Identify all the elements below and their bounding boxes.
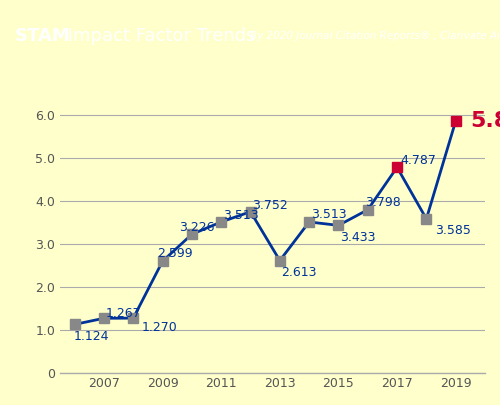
Text: 1.124: 1.124 xyxy=(73,330,108,343)
Text: 1.270: 1.270 xyxy=(142,321,178,334)
Text: 5.866: 5.866 xyxy=(470,111,500,131)
Text: 4.787: 4.787 xyxy=(400,154,436,167)
Text: 3.798: 3.798 xyxy=(365,196,400,209)
Text: 2.599: 2.599 xyxy=(156,247,192,260)
Text: 3.226: 3.226 xyxy=(178,221,214,234)
Text: 3.513: 3.513 xyxy=(310,208,346,221)
Text: By 2020 Journal Citation Reports® , Clarivate Analytics: By 2020 Journal Citation Reports® , Clar… xyxy=(250,32,500,41)
Text: 3.752: 3.752 xyxy=(252,199,288,212)
Text: 3.513: 3.513 xyxy=(222,209,258,222)
Text: 3.585: 3.585 xyxy=(435,224,471,237)
Text: 1.267: 1.267 xyxy=(106,307,141,320)
Text: Impact Factor Trends: Impact Factor Trends xyxy=(62,28,256,45)
Text: STAM: STAM xyxy=(15,28,71,45)
Text: 3.433: 3.433 xyxy=(340,231,376,244)
Text: 2.613: 2.613 xyxy=(282,266,317,279)
